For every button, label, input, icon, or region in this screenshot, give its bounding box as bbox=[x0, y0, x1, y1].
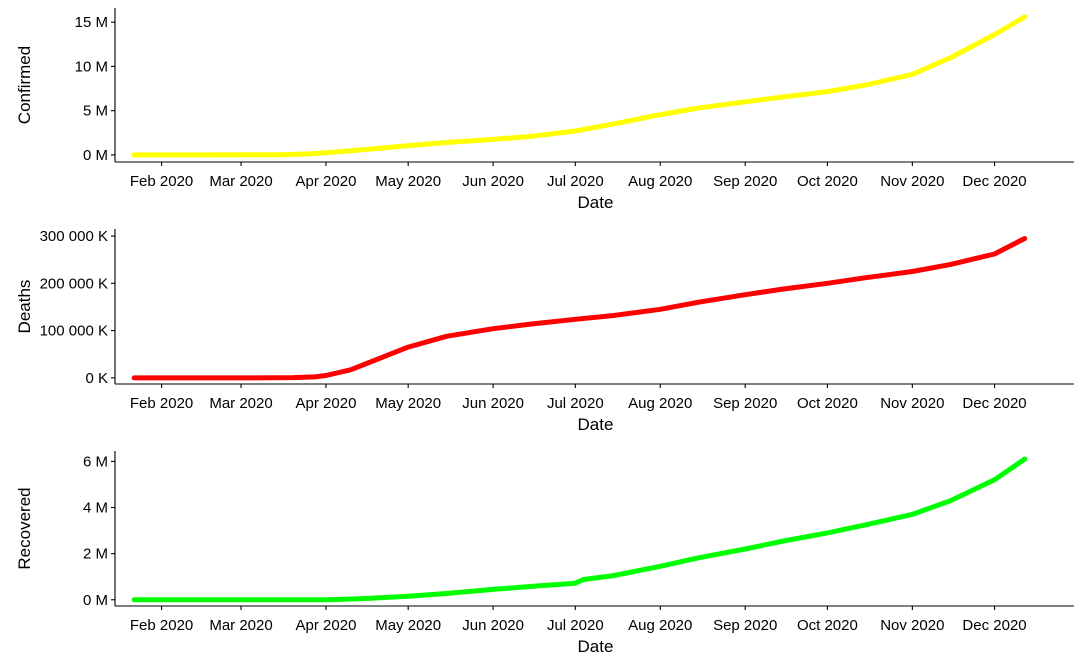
x-tick-label: Dec 2020 bbox=[962, 617, 1026, 634]
x-tick-label: Jul 2020 bbox=[547, 395, 604, 412]
panel-confirmed: 0 M 5 M 10 M 15 M Feb 2020 Mar 2020 Apr 2020 Ma… bbox=[15, 8, 1074, 212]
series-line-confirmed bbox=[131, 14, 1028, 158]
x-tick-label: Dec 2020 bbox=[962, 395, 1026, 412]
x-tick-label: Nov 2020 bbox=[880, 173, 944, 190]
y-tick-label: 6 M bbox=[83, 453, 108, 470]
x-tick-label: Oct 2020 bbox=[797, 173, 858, 190]
x-axis-title: Date bbox=[578, 193, 614, 212]
x-tick-label: Jun 2020 bbox=[462, 173, 524, 190]
y-axis-title: Confirmed bbox=[15, 46, 34, 124]
x-tick-label: Mar 2020 bbox=[209, 617, 272, 634]
panel-recovered: 0 M 2 M 4 M 6 M Feb 2020 Mar 2020 Apr 2020 May … bbox=[15, 451, 1074, 656]
x-tick-label: Sep 2020 bbox=[713, 617, 777, 634]
x-tick-label: Nov 2020 bbox=[880, 617, 944, 634]
x-tick-label: May 2020 bbox=[375, 395, 441, 412]
x-tick-label: Aug 2020 bbox=[628, 173, 692, 190]
x-tick-label: Dec 2020 bbox=[962, 173, 1026, 190]
x-tick-label: Oct 2020 bbox=[797, 617, 858, 634]
series-line-recovered bbox=[131, 456, 1028, 603]
x-axis-title: Date bbox=[578, 637, 614, 656]
x-tick-label: Jun 2020 bbox=[462, 395, 524, 412]
x-tick-label: Aug 2020 bbox=[628, 395, 692, 412]
y-axis-title: Deaths bbox=[15, 280, 34, 334]
x-tick-label: Nov 2020 bbox=[880, 395, 944, 412]
x-axis-title: Date bbox=[578, 415, 614, 434]
x-tick-label: Apr 2020 bbox=[296, 617, 357, 634]
y-axis-title: Recovered bbox=[15, 487, 34, 569]
x-tick-label: May 2020 bbox=[375, 617, 441, 634]
x-tick-label: Jul 2020 bbox=[547, 617, 604, 634]
x-tick-label: Feb 2020 bbox=[130, 395, 193, 412]
y-tick-label: 0 M bbox=[83, 592, 108, 609]
x-tick-label: Feb 2020 bbox=[130, 617, 193, 634]
y-tick-label: 0 K bbox=[85, 370, 108, 387]
x-tick-label: Apr 2020 bbox=[296, 173, 357, 190]
y-tick-label: 15 M bbox=[75, 14, 108, 31]
y-tick-label: 5 M bbox=[83, 103, 108, 120]
y-tick-label: 10 M bbox=[75, 58, 108, 75]
y-tick-label: 100 000 K bbox=[40, 323, 108, 340]
x-tick-label: Sep 2020 bbox=[713, 173, 777, 190]
x-tick-label: Jun 2020 bbox=[462, 617, 524, 634]
x-tick-label: Aug 2020 bbox=[628, 617, 692, 634]
x-tick-label: Sep 2020 bbox=[713, 395, 777, 412]
y-tick-label: 0 M bbox=[83, 147, 108, 164]
x-tick-label: Mar 2020 bbox=[209, 395, 272, 412]
x-tick-label: Jul 2020 bbox=[547, 173, 604, 190]
panel-deaths: 0 K 100 000 K 200 000 K 300 000 K Feb 2020 Ma… bbox=[15, 228, 1074, 434]
x-tick-label: May 2020 bbox=[375, 173, 441, 190]
y-tick-label: 200 000 K bbox=[40, 275, 108, 292]
x-tick-label: Oct 2020 bbox=[797, 395, 858, 412]
y-tick-label: 300 000 K bbox=[40, 228, 108, 245]
x-tick-label: Mar 2020 bbox=[209, 173, 272, 190]
y-tick-label: 2 M bbox=[83, 546, 108, 563]
x-tick-label: Feb 2020 bbox=[130, 173, 193, 190]
y-tick-label: 4 M bbox=[83, 500, 108, 517]
series-line-deaths bbox=[131, 236, 1028, 381]
x-tick-label: Apr 2020 bbox=[296, 395, 357, 412]
